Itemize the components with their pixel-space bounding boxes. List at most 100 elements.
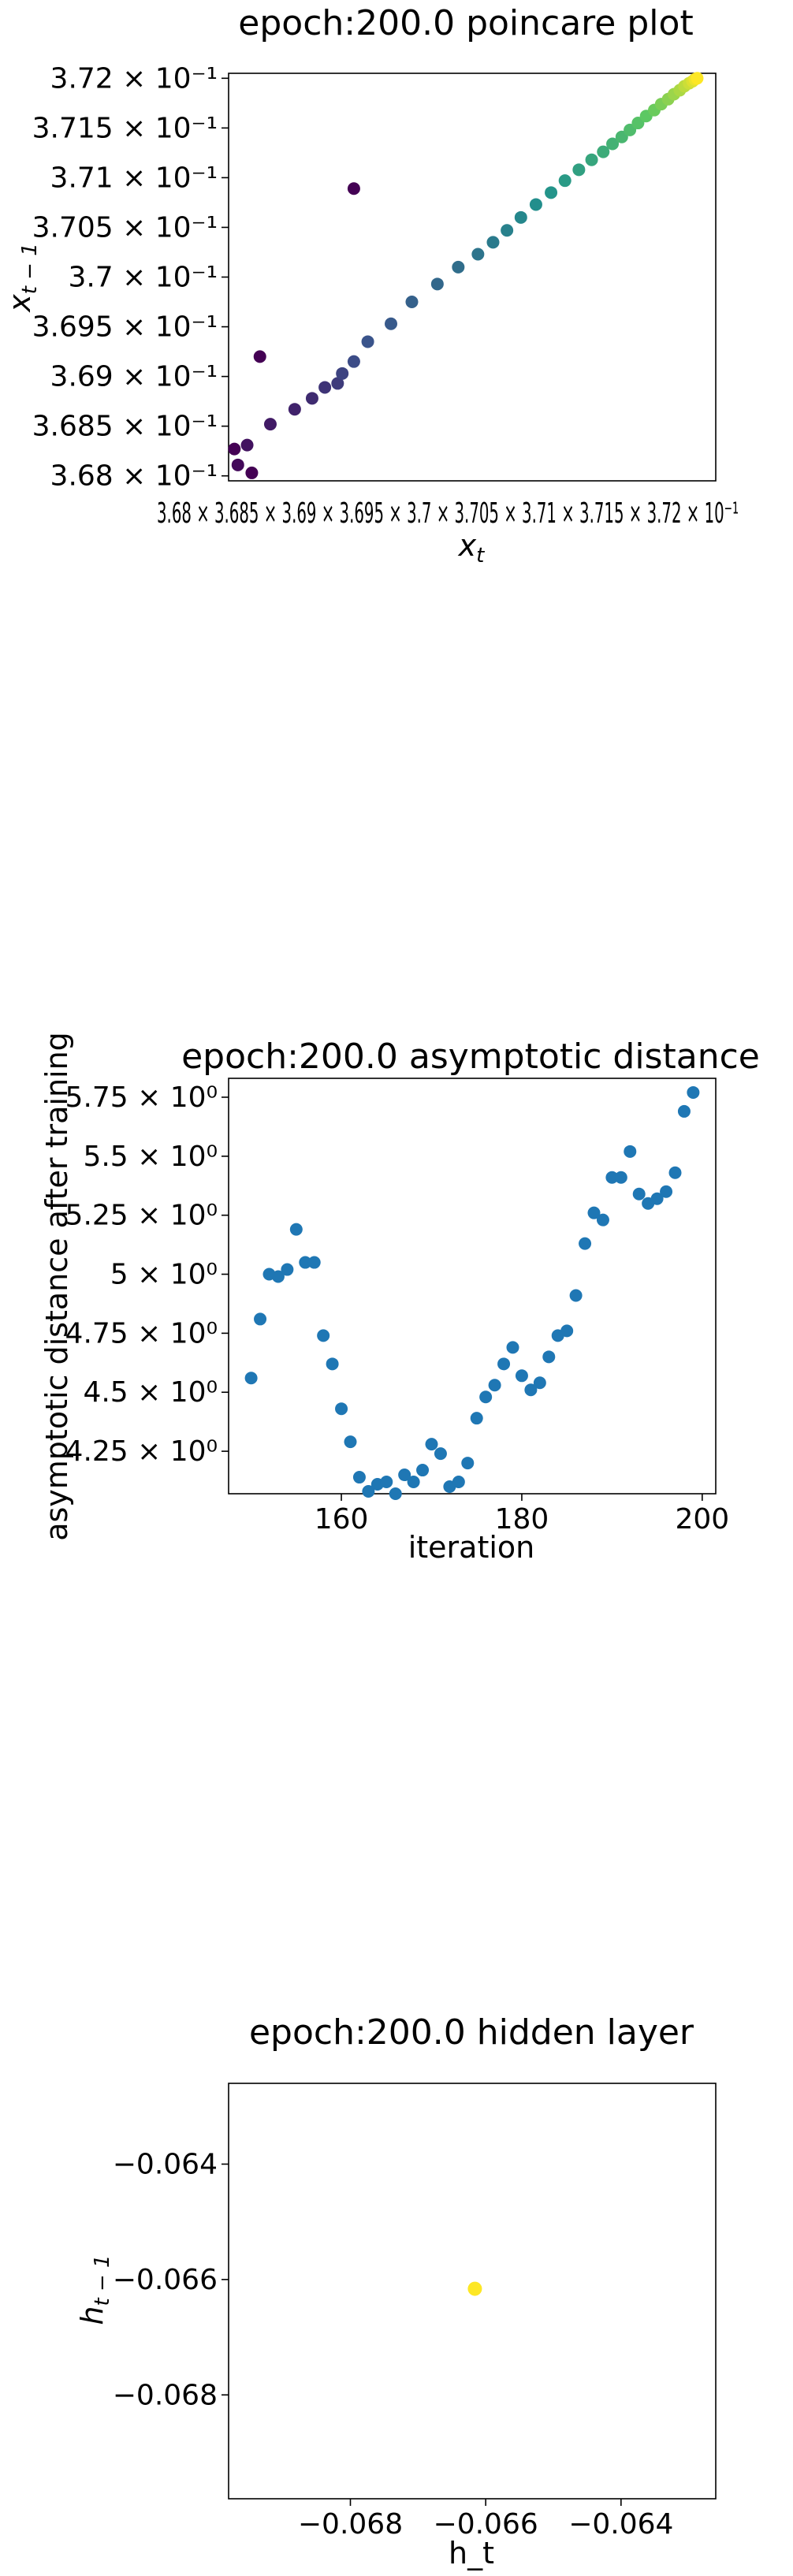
- poincare-point: [347, 355, 360, 368]
- poincare-point: [336, 367, 349, 380]
- asymptotic-point: [479, 1390, 493, 1404]
- poincare-point: [452, 260, 465, 274]
- asymptotic-point: [579, 1237, 592, 1250]
- asymptotic-x-ticks: 160 180 200: [315, 1494, 729, 1536]
- asymptotic-point: [389, 1487, 402, 1500]
- poincare-point: [501, 224, 514, 237]
- asymptotic-point: [605, 1171, 619, 1184]
- poincare-point: [545, 186, 558, 199]
- poincare-y-ticks: 3.68 × 10⁻¹ 3.685 × 10⁻¹ 3.69 × 10⁻¹ 3.695 …: [32, 62, 229, 493]
- asymptotic-point: [281, 1263, 294, 1276]
- poincare-point: [558, 174, 571, 188]
- hidden-axes-frame: [228, 2083, 717, 2500]
- asymptotic-point: [596, 1213, 609, 1227]
- asymptotic-point: [407, 1476, 420, 1489]
- asymptotic-y-tick-label: 5.5 × 10⁰: [83, 1141, 218, 1173]
- hidden-x-axis-label: h_t: [449, 2536, 494, 2570]
- asymptotic-y-tick-label: 5 × 10⁰: [110, 1259, 218, 1291]
- asymptotic-y-tick-label: 4.75 × 10⁰: [65, 1317, 218, 1349]
- asymptotic-point: [452, 1476, 465, 1489]
- hidden-title: epoch:200.0 hidden layer: [249, 2012, 694, 2053]
- poincare-point: [361, 335, 374, 348]
- poincare-point: [430, 277, 444, 291]
- asymptotic-point: [352, 1471, 366, 1484]
- asymptotic-point: [380, 1476, 393, 1489]
- poincare-point: [514, 210, 527, 224]
- poincare-x-label-base: x: [458, 528, 477, 563]
- asymptotic-point: [506, 1341, 519, 1354]
- hidden-y-ticks: −0.068 −0.066 −0.064: [113, 2148, 229, 2411]
- hidden-y-label-base: h: [75, 2306, 110, 2325]
- poincare-point: [288, 403, 301, 416]
- poincare-title: epoch:200.0 poincare plot: [238, 3, 693, 43]
- asymptotic-points: [244, 1085, 700, 1500]
- poincare-y-tick-label: 3.695 × 10⁻¹: [32, 311, 218, 344]
- asymptotic-x-tick-label: 200: [675, 1503, 729, 1536]
- asymptotic-point: [533, 1376, 546, 1390]
- poincare-point: [572, 163, 586, 177]
- asymptotic-point: [569, 1289, 583, 1302]
- poincare-y-tick-label: 3.69 × 10⁻¹: [50, 361, 218, 393]
- asymptotic-title: epoch:200.0 asymptotic distance: [181, 1037, 760, 1077]
- hidden-x-tick-label: −0.066: [434, 2508, 538, 2541]
- hidden-points: [467, 2281, 482, 2296]
- poincare-point: [318, 381, 332, 394]
- poincare-y-tick-label: 3.72 × 10⁻¹: [50, 62, 218, 95]
- asymptotic-point: [542, 1350, 556, 1364]
- poincare-outlier-point: [253, 350, 266, 363]
- asymptotic-axes-frame: [228, 1078, 717, 1495]
- asymptotic-point: [344, 1435, 357, 1449]
- asymptotic-y-tick-label: 5.25 × 10⁰: [65, 1200, 218, 1232]
- poincare-y-tick-label: 3.7 × 10⁻¹: [68, 262, 218, 294]
- poincare-outlier-point: [228, 442, 241, 456]
- hidden-point: [467, 2281, 482, 2296]
- poincare-points: [228, 72, 704, 479]
- asymptotic-y-ticks: 4.25 × 10⁰ 4.5 × 10⁰ 4.75 × 10⁰ 5 × 10⁰ 5.25…: [65, 1081, 229, 1468]
- asymptotic-point: [461, 1457, 475, 1470]
- asymptotic-point: [299, 1256, 312, 1269]
- asymptotic-point: [254, 1312, 267, 1326]
- poincare-y-tick-label: 3.715 × 10⁻¹: [32, 112, 218, 144]
- asymptotic-point: [326, 1357, 339, 1371]
- asymptotic-point: [677, 1104, 691, 1118]
- hidden-y-label-sub: t − 1: [91, 2254, 114, 2306]
- asymptotic-point: [244, 1372, 258, 1385]
- asymptotic-point: [289, 1223, 303, 1236]
- poincare-x-axis-label: xt: [458, 528, 486, 568]
- asymptotic-point: [614, 1171, 627, 1184]
- asymptotic-point: [650, 1192, 664, 1205]
- asymptotic-distance-chart: epoch:200.0 asymptotic distance 4.25 × 1…: [39, 1032, 760, 1565]
- poincare-outlier-point: [347, 182, 360, 195]
- poincare-chart: epoch:200.0 poincare plot 3.68 × 10⁻¹3.6…: [2, 3, 739, 568]
- poincare-point: [305, 392, 318, 405]
- hidden-layer-chart: epoch:200.0 hidden layer −0.068 −0.066 −0.…: [75, 2012, 717, 2570]
- asymptotic-point: [362, 1485, 375, 1498]
- hidden-y-tick-label: −0.068: [113, 2379, 218, 2411]
- asymptotic-point: [632, 1187, 646, 1201]
- asymptotic-point: [668, 1166, 682, 1179]
- poincare-point: [471, 248, 485, 261]
- asymptotic-point: [515, 1369, 528, 1383]
- asymptotic-point: [335, 1402, 348, 1416]
- hidden-y-tick-label: −0.066: [113, 2264, 218, 2296]
- poincare-point: [585, 153, 598, 166]
- poincare-point: [245, 466, 259, 479]
- hidden-x-tick-label: −0.068: [298, 2508, 403, 2541]
- asymptotic-x-tick-label: 160: [315, 1503, 369, 1536]
- hidden-x-tick-label: −0.064: [568, 2508, 673, 2541]
- poincare-point: [231, 458, 244, 471]
- asymptotic-point: [271, 1270, 285, 1283]
- asymptotic-y-tick-label: 4.5 × 10⁰: [83, 1376, 218, 1409]
- asymptotic-point: [416, 1464, 430, 1477]
- asymptotic-point: [398, 1469, 411, 1482]
- asymptotic-x-axis-label: iteration: [408, 1530, 535, 1565]
- poincare-point: [240, 438, 254, 452]
- poincare-point: [405, 296, 419, 309]
- asymptotic-point: [497, 1357, 511, 1371]
- poincare-point: [331, 377, 344, 390]
- asymptotic-point: [317, 1329, 330, 1342]
- asymptotic-point: [434, 1447, 447, 1461]
- poincare-y-tick-label: 3.685 × 10⁻¹: [32, 411, 218, 443]
- hidden-y-axis-label: ht − 1: [75, 2254, 114, 2325]
- poincare-point: [385, 317, 397, 330]
